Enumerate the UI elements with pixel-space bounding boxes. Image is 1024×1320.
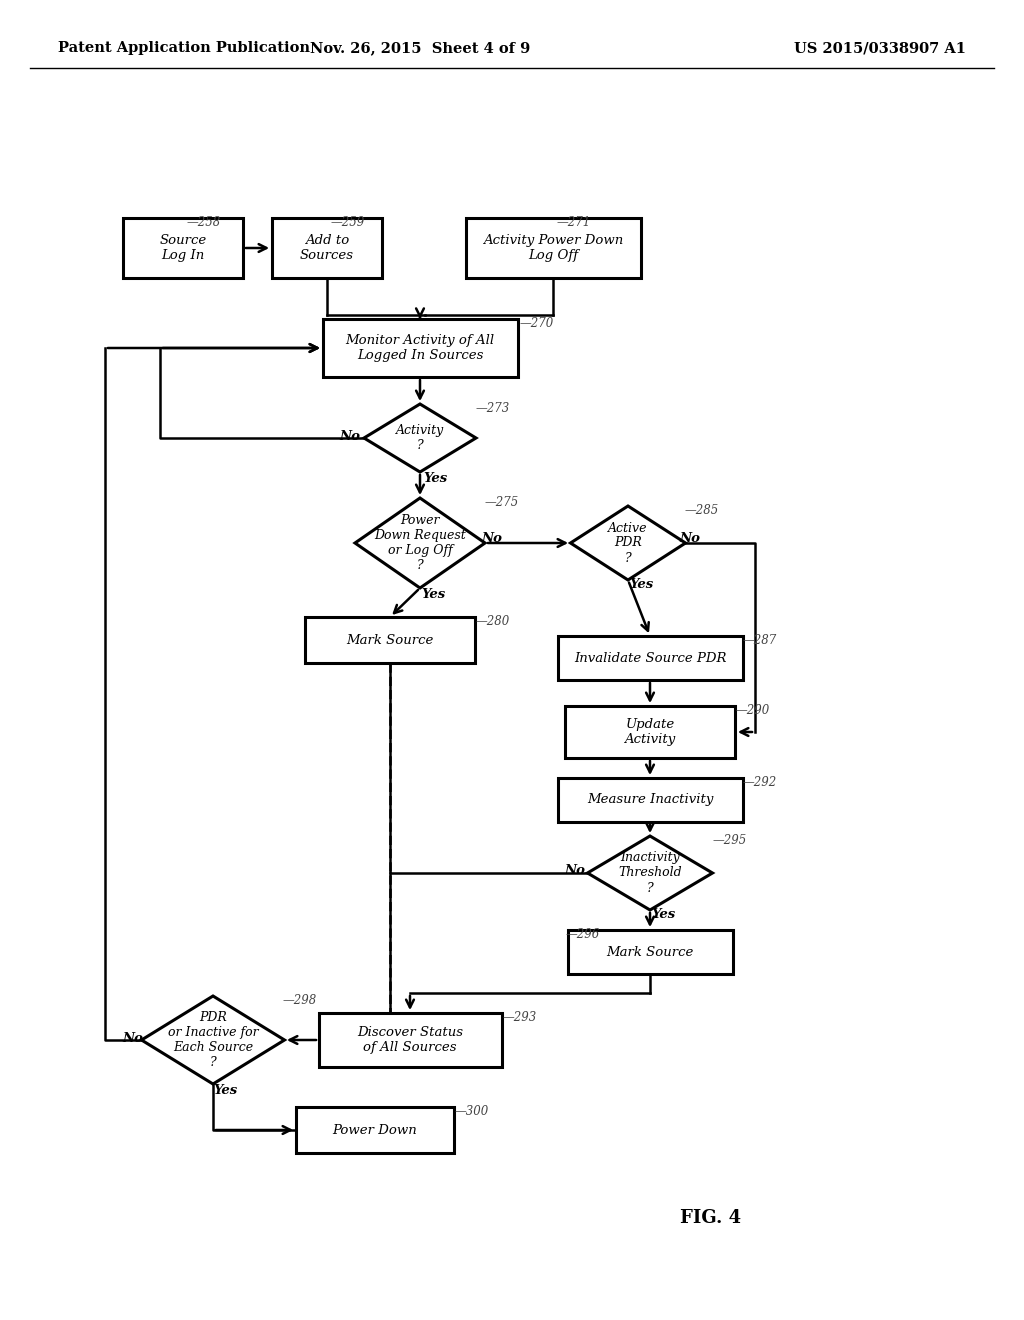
Text: Add to
Sources: Add to Sources <box>300 234 354 261</box>
Text: Measure Inactivity: Measure Inactivity <box>587 793 713 807</box>
Text: —287: —287 <box>743 634 777 647</box>
Text: —285: —285 <box>685 504 719 517</box>
Text: —295: —295 <box>713 834 748 847</box>
Text: Yes: Yes <box>213 1084 238 1097</box>
Bar <box>565 706 735 758</box>
Text: No: No <box>123 1031 143 1044</box>
Text: No: No <box>680 532 700 545</box>
Polygon shape <box>364 404 476 473</box>
Text: Monitor Activity of All
Logged In Sources: Monitor Activity of All Logged In Source… <box>345 334 495 362</box>
Text: Discover Status
of All Sources: Discover Status of All Sources <box>357 1026 463 1053</box>
Text: —280: —280 <box>476 615 510 628</box>
Text: No: No <box>564 865 586 878</box>
Text: Yes: Yes <box>421 589 445 602</box>
Bar <box>272 218 382 279</box>
Text: —290: —290 <box>736 704 770 717</box>
Text: —259: —259 <box>331 216 366 228</box>
Text: Activity Power Down
Log Off: Activity Power Down Log Off <box>483 234 624 261</box>
Polygon shape <box>141 997 285 1084</box>
Text: Source
Log In: Source Log In <box>160 234 207 261</box>
Text: —293: —293 <box>503 1011 538 1024</box>
Text: Patent Application Publication: Patent Application Publication <box>58 41 310 55</box>
Text: —300: —300 <box>455 1105 489 1118</box>
Text: —292: —292 <box>743 776 777 789</box>
Bar <box>567 931 732 974</box>
Text: Nov. 26, 2015  Sheet 4 of 9: Nov. 26, 2015 Sheet 4 of 9 <box>310 41 530 55</box>
Text: Invalidate Source PDR: Invalidate Source PDR <box>573 652 726 664</box>
Text: No: No <box>340 429 360 442</box>
Text: Power Down: Power Down <box>333 1123 418 1137</box>
Text: Mark Source: Mark Source <box>346 634 434 647</box>
Text: —270: —270 <box>520 317 554 330</box>
Text: FIG. 4: FIG. 4 <box>680 1209 741 1228</box>
Polygon shape <box>355 498 485 587</box>
Bar <box>123 218 243 279</box>
Text: Yes: Yes <box>651 908 675 921</box>
Polygon shape <box>570 506 685 579</box>
Bar <box>305 616 475 663</box>
Text: —271: —271 <box>557 216 591 228</box>
Text: US 2015/0338907 A1: US 2015/0338907 A1 <box>794 41 966 55</box>
Text: Mark Source: Mark Source <box>606 945 693 958</box>
Bar <box>296 1107 454 1152</box>
Bar <box>466 218 640 279</box>
Text: —258: —258 <box>187 216 221 228</box>
Text: —296: —296 <box>566 928 600 941</box>
Text: —298: —298 <box>283 994 317 1007</box>
Text: Update
Activity: Update Activity <box>625 718 676 746</box>
Bar <box>323 319 517 378</box>
Text: No: No <box>481 532 503 545</box>
Bar <box>557 636 742 680</box>
Text: Inactivity
Threshold
?: Inactivity Threshold ? <box>618 851 682 895</box>
Text: Yes: Yes <box>423 471 447 484</box>
Text: PDR
or Inactive for
Each Source
?: PDR or Inactive for Each Source ? <box>168 1011 258 1069</box>
Bar <box>318 1012 502 1067</box>
Text: Active
PDR
?: Active PDR ? <box>608 521 648 565</box>
Text: —275: —275 <box>485 496 519 510</box>
Bar <box>557 777 742 822</box>
Text: Activity
?: Activity ? <box>396 424 444 451</box>
Polygon shape <box>588 836 713 909</box>
Text: —273: —273 <box>476 403 510 414</box>
Text: Yes: Yes <box>629 578 653 591</box>
Text: Power
Down Request
or Log Off
?: Power Down Request or Log Off ? <box>374 513 466 572</box>
